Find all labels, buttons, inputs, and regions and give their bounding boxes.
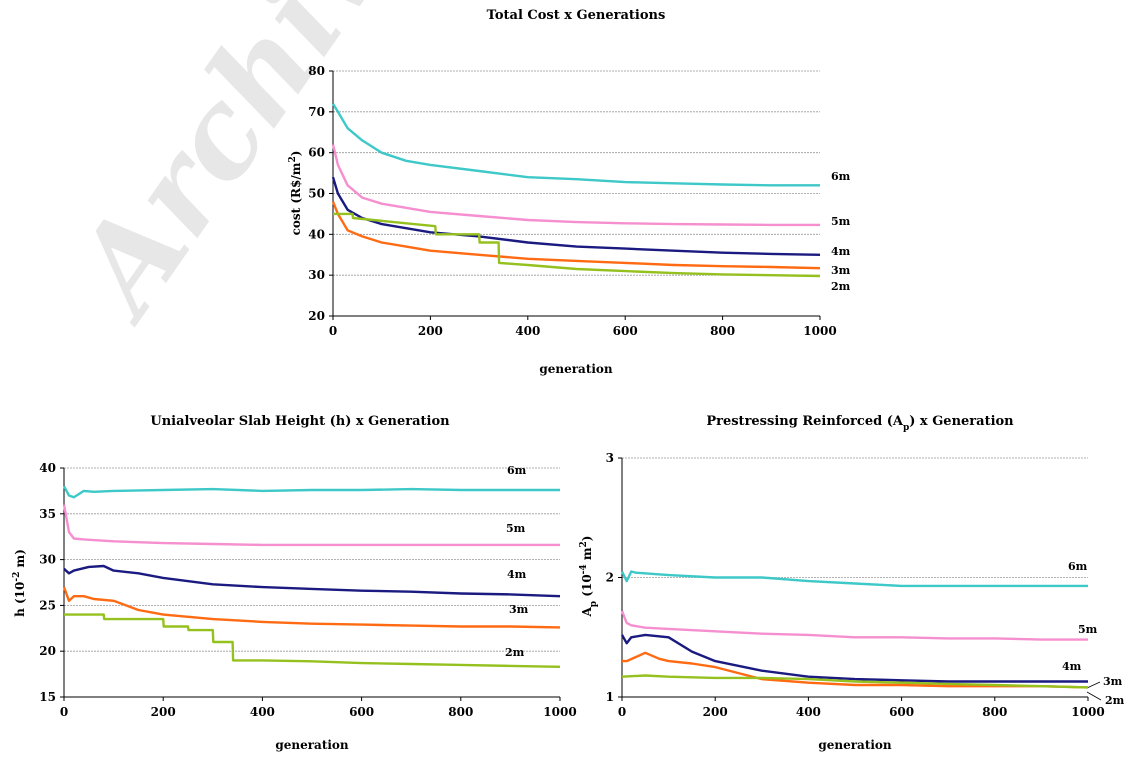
- x-tick-label: 400: [796, 705, 821, 719]
- series-line-5m: [620, 610, 1088, 641]
- chart-title: Prestressing Reinforced (Ap) x Generatio…: [706, 414, 1014, 433]
- series-label-2m: 2m: [831, 280, 851, 293]
- series-label-3m: 3m: [1103, 675, 1123, 688]
- x-tick-label: 800: [710, 324, 735, 338]
- x-tick-label: 800: [448, 705, 473, 719]
- y-tick-label: 2: [606, 571, 614, 585]
- y-tick-label: 3: [606, 451, 614, 465]
- series-label-3m: 3m: [509, 603, 529, 616]
- series-leader-2m: [1086, 691, 1102, 701]
- series-label-6m: 6m: [831, 170, 851, 183]
- series-label-5m: 5m: [1078, 623, 1098, 636]
- x-tick-label: 1000: [543, 705, 576, 719]
- series-line-2m: [64, 613, 561, 668]
- series-leader-3m: [1086, 681, 1101, 689]
- x-tick-label: 600: [889, 705, 914, 719]
- x-tick-label: 600: [613, 324, 638, 338]
- y-axis-label: cost (R$/m2): [288, 151, 303, 236]
- series-line-4m: [63, 564, 561, 598]
- x-tick-label: 0: [329, 324, 337, 338]
- chart-title: Unialveolar Slab Height (h) x Generation: [150, 414, 450, 429]
- series-line-2m: [333, 212, 821, 278]
- watermark-text: Archive: [43, 0, 456, 345]
- series-label-4m: 4m: [1062, 660, 1082, 673]
- y-tick-label: 15: [39, 690, 56, 704]
- chart-2: Unialveolar Slab Height (h) x Generation…: [12, 414, 577, 752]
- y-tick-label: 50: [308, 187, 325, 201]
- series-line-6m: [620, 570, 1088, 588]
- chart-3: Prestressing Reinforced (Ap) x Generatio…: [579, 414, 1125, 752]
- chart-title: Total Cost x Generations: [487, 8, 666, 23]
- x-tick-label: 0: [618, 705, 626, 719]
- y-axis-label: h (10-2 m): [12, 549, 27, 617]
- x-axis-label: generation: [539, 362, 613, 376]
- y-tick-label: 30: [39, 553, 56, 567]
- series-label-6m: 6m: [507, 464, 527, 477]
- y-tick-label: 20: [308, 309, 325, 323]
- series-label-2m: 2m: [1105, 694, 1125, 707]
- x-tick-label: 200: [151, 705, 176, 719]
- y-tick-label: 25: [39, 598, 56, 612]
- x-tick-label: 1000: [1071, 705, 1104, 719]
- series-line-6m: [62, 485, 560, 499]
- x-axis-label: generation: [818, 738, 892, 752]
- series-line-5m: [62, 504, 560, 547]
- series-line-5m: [331, 144, 820, 227]
- series-label-4m: 4m: [507, 568, 527, 581]
- y-tick-label: 30: [308, 268, 325, 282]
- x-tick-label: 800: [982, 705, 1007, 719]
- y-tick-label: 60: [308, 146, 325, 160]
- x-tick-label: 200: [703, 705, 728, 719]
- series-line-4m: [331, 176, 821, 256]
- x-tick-label: 600: [349, 705, 374, 719]
- series-label-5m: 5m: [506, 522, 526, 535]
- series-line-6m: [331, 103, 820, 187]
- y-tick-label: 70: [308, 105, 325, 119]
- series-line-3m: [62, 586, 561, 629]
- y-axis-label: Ap (10-4 m2): [579, 536, 599, 618]
- y-tick-label: 35: [39, 507, 56, 521]
- series-line-2m: [621, 674, 1089, 689]
- y-tick-label: 40: [308, 227, 325, 241]
- series-label-6m: 6m: [1068, 560, 1088, 573]
- series-line-4m: [620, 633, 1088, 683]
- x-tick-label: 1000: [803, 324, 836, 338]
- series-line-3m: [331, 201, 821, 270]
- y-tick-label: 1: [606, 690, 614, 704]
- series-label-3m: 3m: [831, 264, 851, 277]
- x-tick-label: 0: [60, 705, 68, 719]
- y-tick-label: 20: [39, 644, 56, 658]
- x-axis-label: generation: [275, 738, 349, 752]
- x-tick-label: 200: [418, 324, 443, 338]
- series-label-5m: 5m: [831, 215, 851, 228]
- series-label-2m: 2m: [505, 646, 525, 659]
- x-tick-label: 400: [250, 705, 275, 719]
- series-label-4m: 4m: [831, 245, 851, 258]
- y-tick-label: 40: [39, 461, 56, 475]
- x-tick-label: 400: [515, 324, 540, 338]
- y-tick-label: 80: [308, 64, 325, 78]
